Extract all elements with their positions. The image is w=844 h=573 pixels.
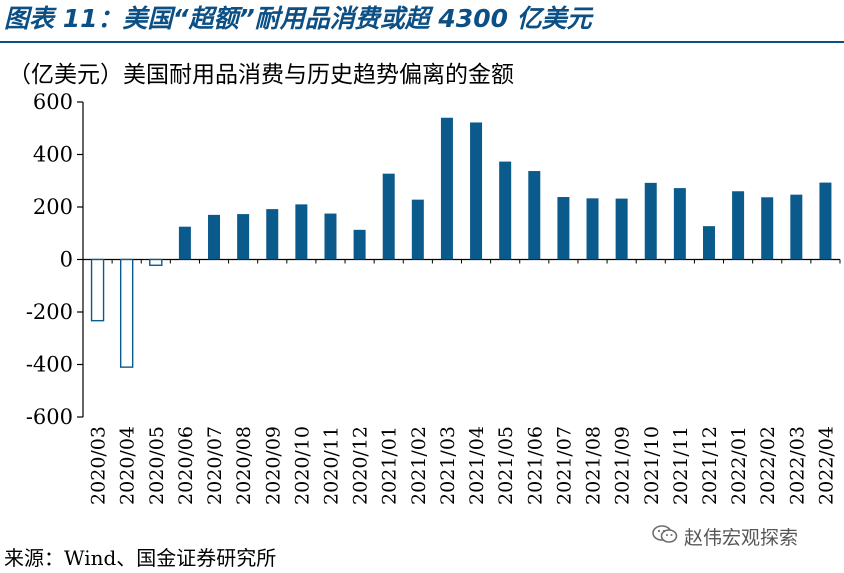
y-tick-label: -200 (26, 300, 73, 324)
bar-2020-09 (266, 209, 279, 260)
y-tick-label: 600 (33, 90, 73, 114)
bar-2021-03 (440, 117, 453, 260)
axis-layer: 600 400 200 0 -200 -400 -600 (26, 90, 841, 429)
x-tick-label: 2021/02 (408, 426, 430, 505)
y-tick-label: -600 (26, 405, 73, 429)
x-tick-label: 2022/01 (728, 426, 750, 505)
x-tick-label: 2020/10 (291, 426, 313, 505)
bar-2022-02 (761, 197, 774, 260)
chart-title: （亿美元）美国耐用品消费与历史趋势偏离的金额 (8, 62, 514, 88)
x-tick-label: 2020/09 (262, 426, 284, 505)
bar-2021-07 (557, 197, 570, 260)
bar-2021-02 (411, 199, 424, 260)
bar-2020-05 (149, 258, 163, 266)
x-tick-label: 2022/02 (757, 426, 779, 505)
x-tick-label: 2020/06 (175, 426, 197, 505)
bar-2020-04 (119, 258, 134, 368)
watermark: 赵伟宏观探索 (652, 524, 799, 549)
source-note: 来源：Wind、国金证券研究所 (4, 546, 277, 570)
x-tick-label: 2021/07 (553, 426, 575, 505)
x-tick-label: 2022/03 (786, 426, 808, 505)
y-tick-label: -400 (26, 353, 73, 377)
y-tick-label: 200 (33, 195, 73, 219)
y-tick-label: 0 (60, 248, 73, 272)
bar-2020-07 (208, 214, 221, 260)
x-tick-label: 2021/05 (495, 426, 517, 505)
x-tick-label: 2020/03 (88, 426, 110, 505)
bar-2020-08 (237, 214, 250, 260)
bar-2020-03 (90, 258, 105, 322)
bar-chart: （亿美元）美国耐用品消费与历史趋势偏离的金额 600 400 200 0 -200 -40… (8, 62, 841, 505)
x-tick-label: 2020/04 (117, 426, 139, 505)
y-tick-label: 400 (33, 143, 73, 167)
x-tick-label: 2020/08 (233, 426, 255, 505)
x-tick-label: 2020/05 (146, 426, 168, 505)
bars-layer (90, 117, 832, 368)
x-tick-label: 2020/12 (350, 426, 372, 505)
x-tick-label: 2021/08 (583, 426, 605, 505)
x-tick-label: 2021/09 (612, 426, 634, 505)
bar-2021-12 (702, 226, 715, 260)
x-tick-label: 2021/01 (379, 426, 401, 505)
bar-2022-04 (819, 182, 832, 260)
x-tick-label: 2022/04 (815, 426, 837, 505)
bar-2020-06 (178, 226, 191, 260)
x-tick-label: 2020/07 (204, 426, 226, 505)
watermark-text: 赵伟宏观探索 (684, 526, 799, 549)
bar-2021-01 (382, 173, 395, 260)
bar-2021-09 (615, 198, 628, 260)
bar-2021-05 (499, 161, 512, 260)
bar-2021-04 (470, 122, 483, 260)
bar-2020-12 (353, 229, 366, 260)
bar-2021-10 (644, 182, 657, 260)
bar-2021-11 (673, 188, 686, 260)
x-tick-label: 2020/11 (320, 426, 342, 505)
x-tick-label: 2021/12 (699, 426, 721, 505)
x-tick-labels: 2020/03 2020/04 2020/05 2020/06 2020/07 2020/… (88, 426, 838, 505)
x-tick-label: 2021/11 (670, 426, 692, 505)
bar-2021-08 (586, 198, 599, 260)
x-tick-label: 2021/06 (524, 426, 546, 505)
x-tick-label: 2021/04 (466, 426, 488, 505)
figure-title: 图表 11：美国“超额”耐用品消费或超 4300 亿美元 (4, 4, 592, 33)
title-divider (0, 41, 844, 43)
x-tick-label: 2021/03 (437, 426, 459, 505)
x-tick-label: 2021/10 (641, 426, 663, 505)
bar-2020-10 (295, 204, 308, 260)
bar-2022-03 (790, 194, 803, 260)
bar-2020-11 (324, 213, 337, 260)
wechat-icon (652, 524, 678, 549)
bar-2022-01 (732, 191, 745, 260)
bar-2021-06 (528, 171, 541, 260)
